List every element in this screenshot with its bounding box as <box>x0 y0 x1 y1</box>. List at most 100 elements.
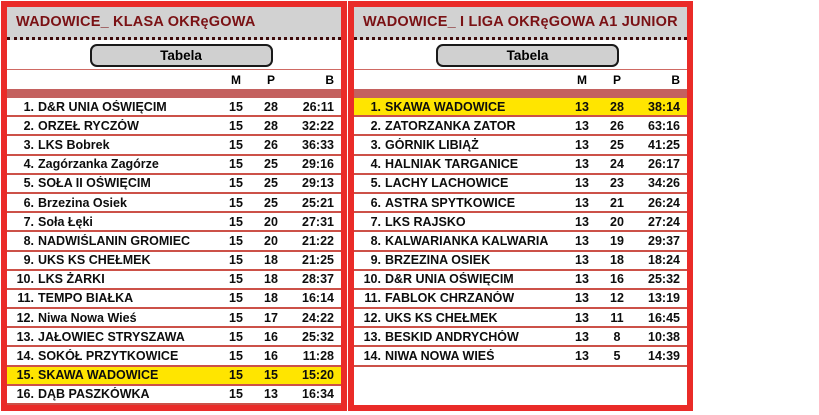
table-row: 1. D&R UNIA OŚWIĘCIM 15 28 26:11 <box>7 98 341 118</box>
panel-title: WADOWICE_ KLASA OKRęGOWA <box>7 7 341 40</box>
column-header-points: P <box>612 72 621 87</box>
goals-value: 27:31 <box>302 214 334 229</box>
table-row: 8. NADWIŚLANIN GROMIEC 15 20 21:22 <box>7 232 341 252</box>
matches-value: 15 <box>229 329 243 344</box>
row-position: 11. <box>364 291 381 306</box>
row-position: 2. <box>23 118 34 133</box>
matches-value: 15 <box>229 310 243 325</box>
table-row: 10. LKS ŻARKI 15 18 28:37 <box>7 270 341 290</box>
team-name: NIWA NOWA WIEŚ <box>385 349 495 364</box>
team-name: JAŁOWIEC STRYSZAWA <box>38 329 185 344</box>
row-position: 8. <box>370 233 381 248</box>
team-name: D&R UNIA OŚWIĘCIM <box>385 272 514 287</box>
matches-value: 13 <box>575 137 589 152</box>
matches-value: 13 <box>575 291 589 306</box>
tabela-button[interactable]: Tabela <box>436 44 619 67</box>
matches-value: 15 <box>229 118 243 133</box>
matches-value: 15 <box>229 157 243 172</box>
divider-band <box>354 89 687 98</box>
team-name: Zagórzanka Zagórze <box>38 157 159 172</box>
row-position: 13. <box>363 329 381 344</box>
table-row: 16. DĄB PASZKÓWKA 15 13 16:34 <box>7 385 341 405</box>
team-name: ASTRA SPYTKOWICE <box>385 195 516 210</box>
table-row: 9. UKS KS CHEŁMEK 15 18 21:25 <box>7 251 341 271</box>
matches-value: 15 <box>229 214 243 229</box>
row-position: 7. <box>370 214 381 229</box>
table-row: 12. UKS KS CHEŁMEK 13 11 16:45 <box>354 309 687 329</box>
row-position: 1. <box>23 99 34 114</box>
matches-value: 13 <box>575 176 589 191</box>
goals-value: 21:22 <box>302 233 334 248</box>
table-row: 7. LKS RAJSKO 13 20 27:24 <box>354 213 687 233</box>
table-row: 1. SKAWA WADOWICE 13 28 38:14 <box>354 98 687 118</box>
points-value: 19 <box>610 233 624 248</box>
goals-value: 63:16 <box>648 118 680 133</box>
league-panel-liga-okregowa-a1-junior: WADOWICE_ I LIGA OKRęGOWA A1 JUNIOR Tabe… <box>348 1 693 411</box>
team-name: SOKÓŁ PRZYTKOWICE <box>38 349 179 364</box>
table-row: 6. Brzezina Osiek 15 25 25:21 <box>7 193 341 214</box>
goals-value: 21:25 <box>302 253 334 268</box>
team-name: DĄB PASZKÓWKA <box>38 387 150 402</box>
points-value: 25 <box>610 137 624 152</box>
points-value: 25 <box>264 157 278 172</box>
row-position: 6. <box>370 195 381 210</box>
points-value: 28 <box>264 118 278 133</box>
points-value: 23 <box>610 176 624 191</box>
goals-value: 25:32 <box>302 329 334 344</box>
goals-value: 26:11 <box>302 99 334 114</box>
table-body: 1. SKAWA WADOWICE 13 28 38:14 2. ZATORZANKA ZA… <box>354 98 687 367</box>
row-position: 11. <box>17 291 34 306</box>
goals-value: 26:24 <box>648 195 680 210</box>
row-position: 9. <box>23 253 34 268</box>
row-position: 15. <box>16 368 34 383</box>
team-name: D&R UNIA OŚWIĘCIM <box>38 99 167 114</box>
table-row: 14. NIWA NOWA WIEŚ 13 5 14:39 <box>354 347 687 367</box>
points-value: 16 <box>264 349 278 364</box>
points-value: 17 <box>264 310 278 325</box>
points-value: 26 <box>264 137 278 152</box>
goals-value: 18:24 <box>648 253 680 268</box>
league-panel-klasa-okregowa: WADOWICE_ KLASA OKRęGOWA Tabela M P B 1.… <box>1 1 347 411</box>
points-value: 5 <box>613 349 621 364</box>
row-position: 2. <box>370 118 381 133</box>
goals-value: 28:37 <box>302 272 334 287</box>
points-value: 26 <box>610 118 624 133</box>
table-row: 7. Soła Łęki 15 20 27:31 <box>7 213 341 233</box>
column-header-row: M P B <box>354 69 687 89</box>
team-name: Brzezina Osiek <box>38 195 127 210</box>
team-name: Soła Łęki <box>38 214 93 229</box>
row-position: 3. <box>23 137 34 152</box>
goals-value: 41:25 <box>648 137 680 152</box>
goals-value: 14:39 <box>648 349 680 364</box>
matches-value: 13 <box>575 157 589 172</box>
goals-value: 13:19 <box>648 291 680 306</box>
points-value: 24 <box>610 157 624 172</box>
table-row: 8. KALWARIANKA KALWARIA 13 19 29:37 <box>354 232 687 252</box>
points-value: 20 <box>610 214 624 229</box>
points-value: 20 <box>264 233 278 248</box>
matches-value: 15 <box>229 387 243 402</box>
matches-value: 15 <box>229 195 243 210</box>
team-name: UKS KS CHEŁMEK <box>385 310 498 325</box>
matches-value: 13 <box>575 118 589 133</box>
goals-value: 10:38 <box>648 329 680 344</box>
points-value: 21 <box>610 195 624 210</box>
row-position: 14. <box>16 349 34 364</box>
goals-value: 34:26 <box>648 176 680 191</box>
matches-value: 15 <box>229 291 243 306</box>
divider-band <box>7 89 341 98</box>
points-value: 20 <box>264 214 278 229</box>
points-value: 13 <box>264 387 278 402</box>
row-position: 7. <box>23 214 34 229</box>
points-value: 8 <box>613 329 621 344</box>
table-row: 9. BRZEZINA OSIEK 13 18 18:24 <box>354 251 687 271</box>
goals-value: 25:32 <box>648 272 680 287</box>
points-value: 11 <box>610 310 624 325</box>
table-row: 14. SOKÓŁ PRZYTKOWICE 15 16 11:28 <box>7 347 341 367</box>
table-row: 11. FABLOK CHRZANÓW 13 12 13:19 <box>354 289 687 310</box>
row-position: 14. <box>363 349 381 364</box>
points-value: 28 <box>264 99 278 114</box>
tabela-button[interactable]: Tabela <box>89 44 273 67</box>
row-position: 10. <box>363 272 381 287</box>
goals-value: 36:33 <box>302 137 334 152</box>
